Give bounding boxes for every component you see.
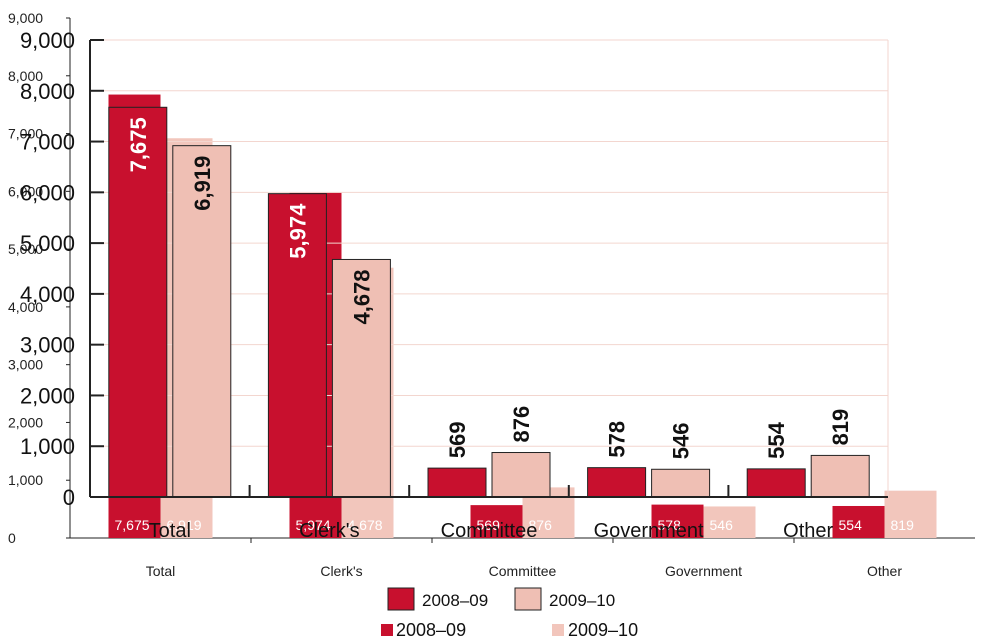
legend-swatch-2008-09	[387, 587, 415, 611]
back-category-label: Other	[867, 563, 902, 579]
bar-value-label: 554	[764, 421, 789, 458]
bar-value-label: 4,678	[349, 269, 374, 324]
back-y-tick-label: 9,000	[8, 10, 43, 26]
bar-2008-09	[108, 106, 168, 498]
back-bar-2009-10	[703, 506, 756, 538]
legend: 2008–09 2009–10 2008–09 2009–10	[381, 587, 638, 640]
bar-2008-09	[267, 193, 327, 498]
bar-value-label: 5,974	[285, 203, 310, 259]
back-legend-swatch-2008-09	[381, 624, 393, 636]
bar-2009-10	[331, 258, 391, 498]
bar-value-label: 6,919	[190, 156, 215, 211]
bar-value-label: 546	[669, 423, 694, 460]
category-label: Committee	[441, 520, 538, 542]
bar-value-label: 578	[605, 421, 630, 458]
y-tick-label: 9,000	[20, 28, 75, 53]
bar-value-label: 7,675	[126, 117, 151, 172]
y-tick-label: 4,000	[20, 282, 75, 307]
bar-value-label: 876	[509, 406, 534, 443]
back-value-label: 5,974	[296, 517, 331, 533]
category-label: Total	[149, 520, 191, 542]
back-value-label: 569	[477, 517, 501, 533]
bar-2008-09	[746, 468, 806, 498]
back-value-label: 4,678	[348, 517, 383, 533]
y-tick-label: 8,000	[20, 79, 75, 104]
back-value-label: 546	[710, 517, 734, 533]
back-y-tick-label: 5,000	[8, 241, 43, 257]
y-tick-label: 0	[63, 485, 75, 510]
back-category-label: Clerk's	[320, 563, 362, 579]
back-value-label: 554	[839, 517, 863, 533]
back-bar-2008-09	[832, 505, 885, 538]
legend-label-2008-09: 2008–09	[422, 591, 488, 610]
back-value-label: 578	[658, 517, 682, 533]
back-category-label: Committee	[489, 563, 557, 579]
back-category-label: Total	[146, 563, 176, 579]
back-bar-2008-09	[470, 505, 523, 538]
back-value-label: 819	[891, 517, 915, 533]
bar-2008-09	[587, 467, 647, 498]
back-y-tick-label: 7,000	[8, 126, 43, 142]
back-value-label: 876	[529, 517, 553, 533]
legend-swatch-2009-10	[514, 587, 542, 611]
back-y-tick-label: 8,000	[8, 68, 43, 84]
bar-2009-10	[651, 468, 711, 498]
back-legend-label-2009-10: 2009–10	[568, 620, 638, 640]
legend-label-2009-10: 2009–10	[549, 591, 615, 610]
category-label: Government	[594, 520, 704, 542]
back-legend-label-2008-09: 2008–09	[396, 620, 466, 640]
back-bar-2008-09	[651, 504, 704, 538]
bar-value-label: 569	[445, 421, 470, 458]
foreground-chart-layer: 0 1,000 2,000 3,000 4,000 5,000 6,000 7,000 8,00…	[20, 28, 889, 542]
y-tick-label: 1,000	[20, 434, 75, 459]
y-tick-label: 7,000	[20, 130, 75, 155]
bar-2009-10	[491, 452, 551, 498]
back-bar-2009-10	[884, 490, 937, 538]
back-y-tick-label: 3,000	[8, 357, 43, 373]
back-value-label: 6,919	[167, 517, 202, 533]
category-label: Clerk's	[299, 520, 360, 542]
y-tick-label: 3,000	[20, 333, 75, 358]
back-y-tick-label: 2,000	[8, 414, 43, 430]
back-y-tick-label: 1,000	[8, 472, 43, 488]
y-tick-label: 5,000	[20, 231, 75, 256]
back-category-label: Government	[665, 563, 742, 579]
bar-2009-10	[810, 454, 870, 498]
y-tick-label: 2,000	[20, 383, 75, 408]
back-legend-swatch-2009-10	[552, 624, 564, 636]
back-y-tick-label: 6,000	[8, 183, 43, 199]
category-label: Other	[783, 520, 833, 542]
back-y-tick-label: 0	[8, 530, 16, 546]
back-value-label: 7,675	[115, 517, 150, 533]
bar-2008-09	[427, 467, 487, 498]
back-y-tick-label: 4,000	[8, 299, 43, 315]
y-tick-label: 6,000	[20, 180, 75, 205]
bar-value-label: 819	[828, 409, 853, 446]
